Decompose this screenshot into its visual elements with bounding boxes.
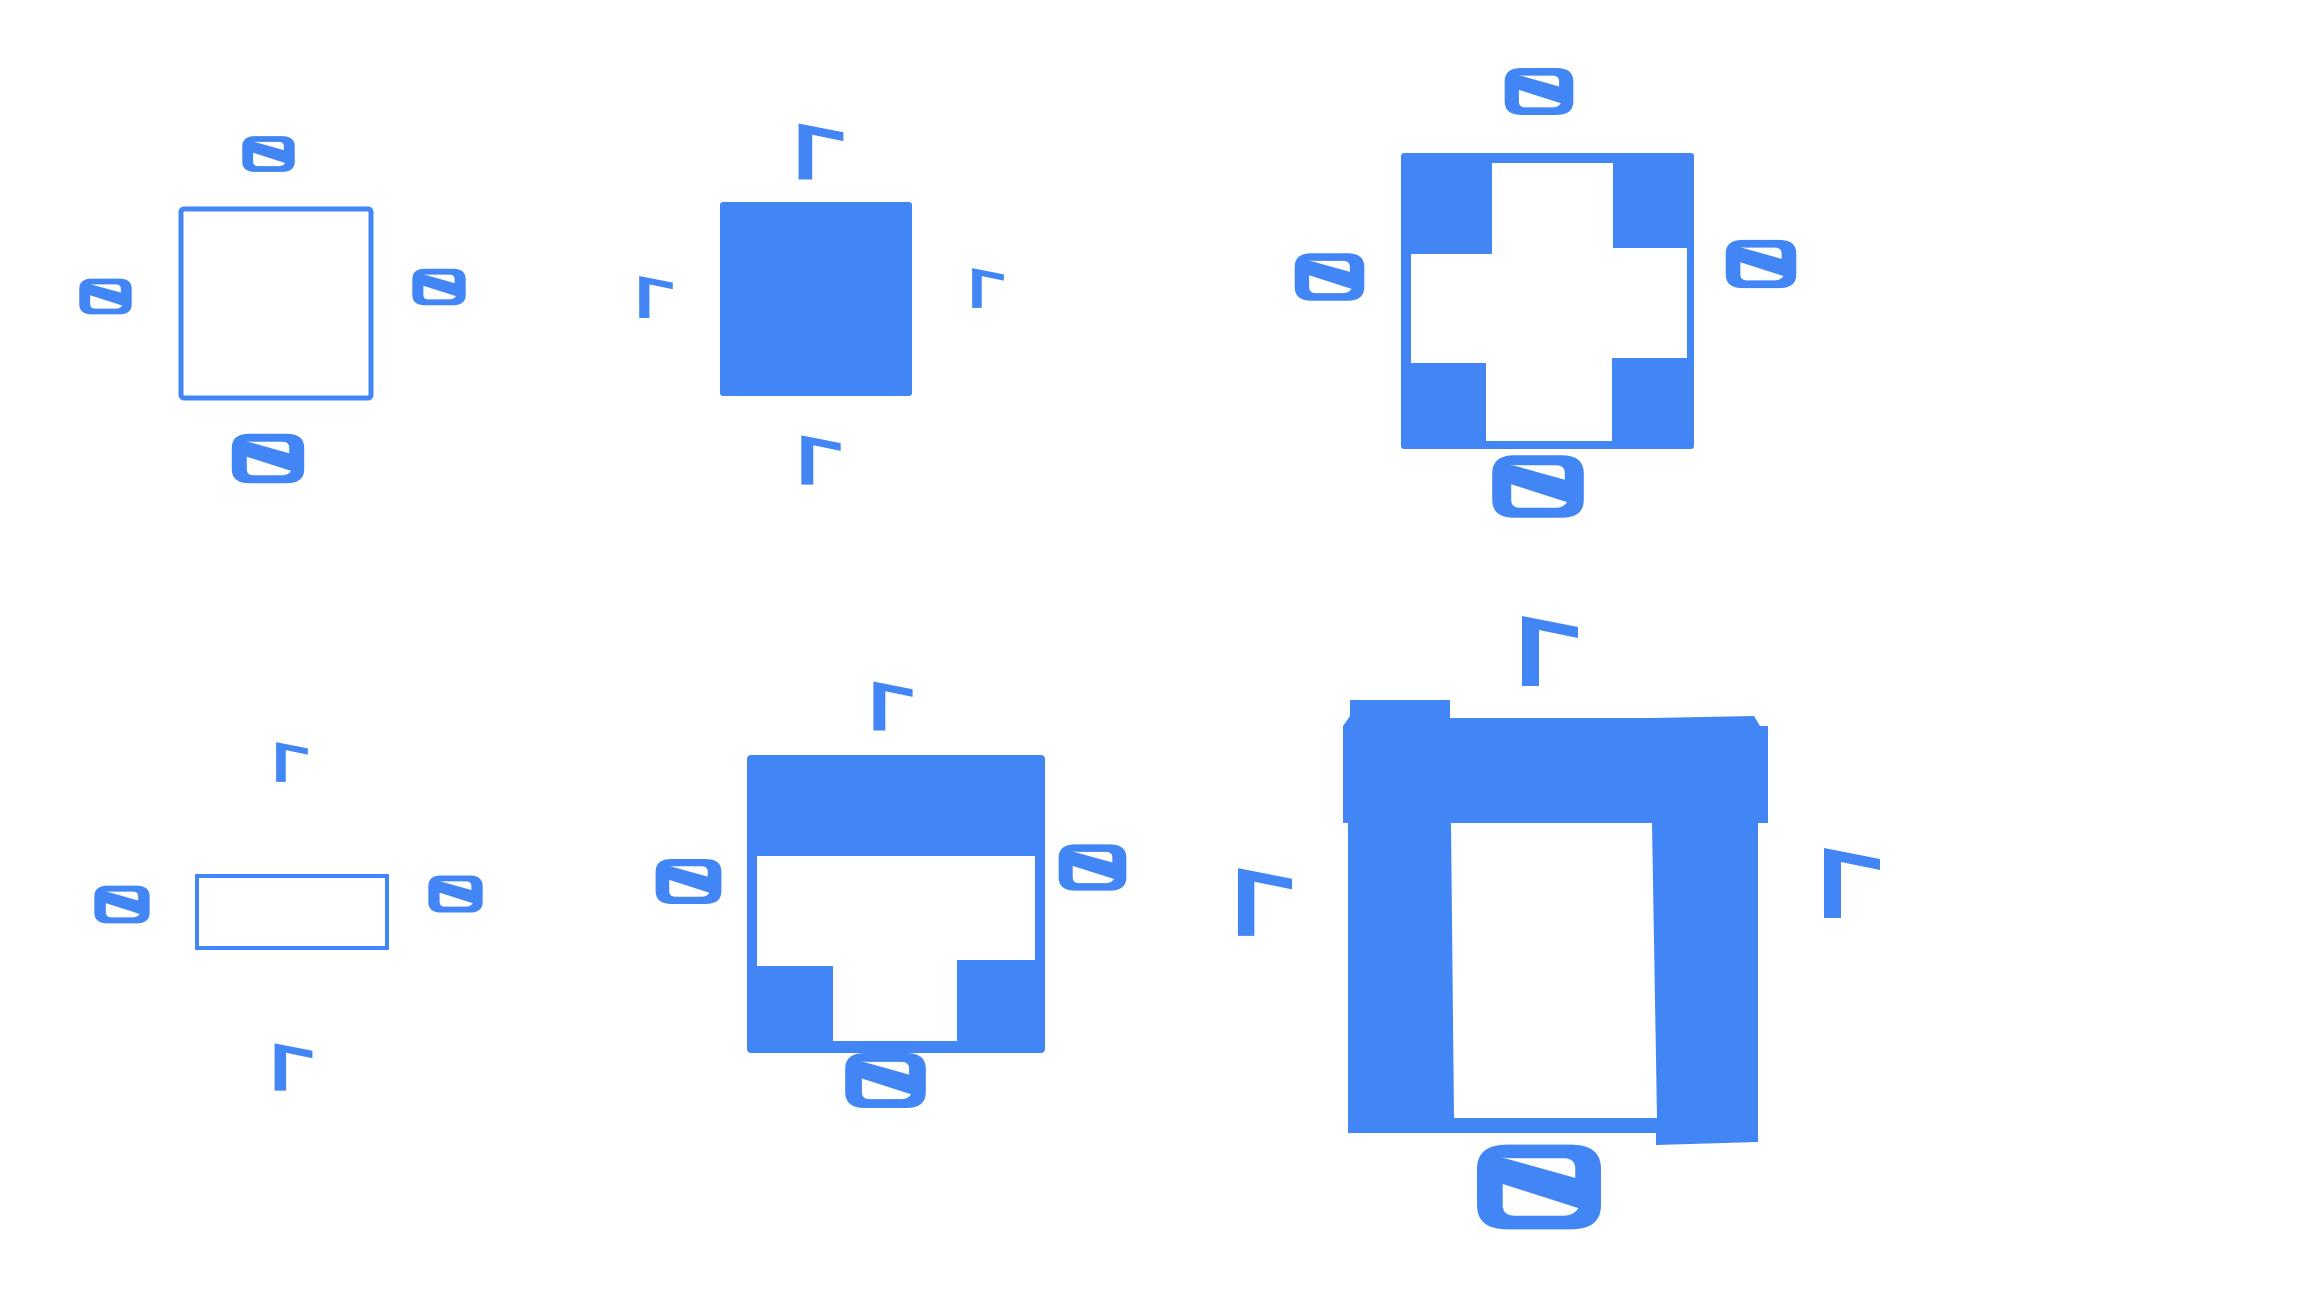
figure-5-inner-cut — [757, 856, 1035, 1041]
theta-mark-icon — [231, 433, 305, 484]
gamma-mark-icon — [798, 123, 844, 180]
gamma-mark-icon — [873, 681, 913, 731]
figure-2-shape — [720, 202, 912, 396]
figure-6 — [1237, 616, 1880, 1230]
theta-mark-icon — [79, 278, 132, 315]
gamma-mark-icon — [274, 1043, 313, 1091]
gamma-mark-icon — [1237, 868, 1293, 936]
gamma-mark-icon — [639, 276, 673, 318]
theta-mark-icon — [845, 1052, 926, 1109]
theta-mark-icon — [1294, 253, 1365, 301]
figure-3 — [1294, 68, 1797, 518]
theta-mark-icon — [1725, 239, 1797, 289]
theta-mark-icon — [1058, 844, 1127, 891]
figure-1 — [79, 136, 466, 484]
gamma-mark-icon — [1522, 616, 1578, 686]
theta-mark-icon — [1504, 68, 1574, 115]
theta-mark-icon — [655, 859, 722, 904]
theta-mark-icon — [428, 875, 483, 913]
gamma-mark-icon — [972, 268, 1004, 308]
gamma-mark-icon — [1824, 848, 1880, 918]
figure-3-inner-cross — [1411, 163, 1687, 441]
figure-2 — [639, 123, 1004, 485]
gamma-mark-icon — [276, 742, 308, 782]
figure-5 — [655, 681, 1127, 1109]
figure-1-shape — [178, 206, 374, 401]
figure-6-shape — [1343, 700, 1768, 1145]
figure-4 — [94, 742, 483, 1091]
figure-4-shape — [195, 874, 389, 950]
theta-mark-icon — [412, 268, 466, 306]
theta-mark-icon — [242, 136, 295, 172]
theta-mark-icon — [1492, 455, 1584, 518]
gamma-mark-icon — [801, 435, 841, 485]
theta-mark-icon — [94, 885, 150, 924]
theta-mark-icon — [1477, 1144, 1601, 1230]
